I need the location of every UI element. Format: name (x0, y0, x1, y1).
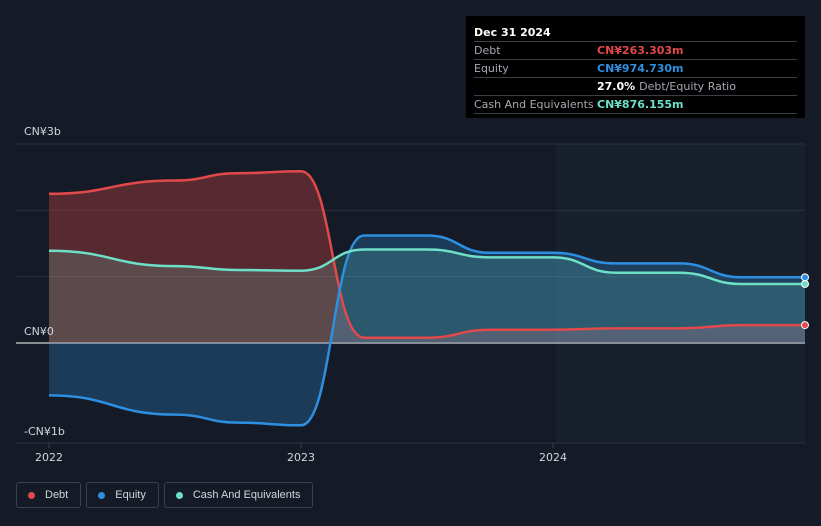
x-tick-label: 2023 (287, 451, 315, 464)
debt-area (49, 171, 805, 343)
y-tick-label: CN¥3b (24, 125, 61, 138)
series-lines (48, 169, 805, 427)
debt-end-point (801, 321, 809, 330)
y-tick-label: CN¥0 (24, 325, 54, 338)
tooltip-row-ratio: 27.0% Debt/Equity Ratio (474, 77, 797, 95)
tooltip-value: CN¥974.730m (597, 62, 684, 75)
x-tick-label: 2024 (539, 451, 567, 464)
series-areas (49, 171, 805, 426)
cash-dot-icon (175, 491, 183, 499)
tooltip-label: Debt (474, 44, 501, 57)
y-tick-label: -CN¥1b (24, 425, 65, 438)
legend-label: Cash And Equivalents (192, 489, 301, 501)
legend-item-equity[interactable]: Equity (86, 482, 159, 508)
tooltip-row-cash: Cash And Equivalents CN¥876.155m (474, 95, 797, 114)
tooltip-value: CN¥263.303m (597, 44, 684, 57)
tooltip-date: Dec 31 2024 (474, 26, 551, 39)
equity-end-point (801, 273, 809, 282)
cash-and-equivalents-end-point (801, 279, 809, 288)
equity-area (49, 235, 805, 426)
legend-label: Equity (115, 489, 146, 501)
tooltip-row-debt: Debt CN¥263.303m (474, 41, 797, 59)
axis-ticks: CN¥3b CN¥0 -CN¥1b 2022 2023 2024 (24, 125, 567, 464)
tooltip-ratio-label: Debt/Equity Ratio (639, 80, 736, 93)
equity-dot-icon (98, 491, 106, 499)
debt-dot-icon (28, 491, 35, 499)
cash-and-equivalents-line (48, 248, 805, 286)
x-tick-label: 2022 (35, 451, 63, 464)
grid (16, 143, 805, 444)
tooltip-value: 27.0% (597, 80, 636, 93)
tooltip-value: CN¥876.155m (597, 98, 684, 111)
tooltip-label: Equity (474, 62, 509, 75)
legend-label: Debt (45, 489, 69, 501)
equity-line (48, 234, 805, 427)
plot-highlight-region (556, 144, 805, 443)
tooltip-row-equity: Equity CN¥974.730m (474, 59, 797, 77)
legend-item-debt[interactable]: Debt (16, 482, 82, 508)
legend: Debt Equity Cash And Equivalents (16, 482, 314, 508)
legend-item-cash[interactable]: Cash And Equivalents (163, 482, 314, 508)
tooltip-label: Cash And Equivalents (474, 98, 594, 111)
tooltip-panel: Dec 31 2024 Debt CN¥263.303m Equity CN¥9… (466, 16, 805, 118)
debt-line (48, 169, 805, 339)
